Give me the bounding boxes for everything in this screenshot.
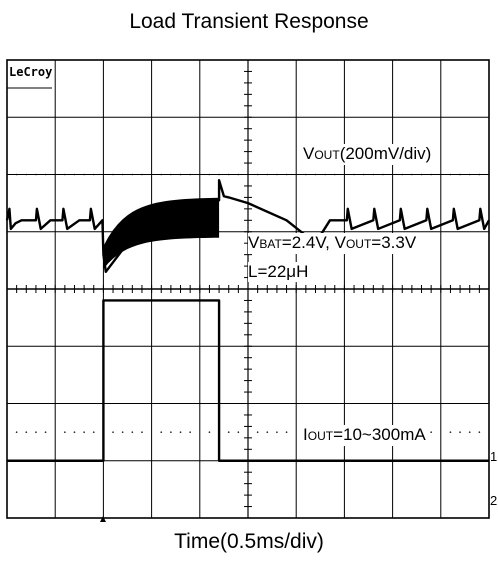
minor-dot <box>420 173 423 176</box>
minor-dot <box>92 431 95 433</box>
minor-dot <box>468 431 471 433</box>
minor-dot <box>25 431 28 433</box>
channel-1-marker: 1 <box>490 449 498 464</box>
minor-dot <box>92 173 95 176</box>
minor-dot <box>353 173 355 176</box>
chart-title: Load Transient Response <box>129 10 369 33</box>
minor-dot <box>333 173 336 176</box>
minor-dot <box>314 173 317 176</box>
minor-dot <box>189 173 191 176</box>
trigger-marker <box>100 516 106 522</box>
minor-dot <box>112 431 114 433</box>
trace-iout <box>7 299 489 462</box>
minor-dot <box>430 431 432 433</box>
minor-dot <box>285 173 288 176</box>
trace-vout <box>5 179 491 274</box>
minor-dot <box>401 173 404 176</box>
minor-dot <box>179 431 182 433</box>
minor-dot <box>276 173 278 176</box>
inductor-label: L=22μH <box>248 262 309 282</box>
iout-label: IOUT=10~300mA <box>303 425 426 446</box>
x-axis-label: Time(0.5ms/div) <box>174 530 324 553</box>
minor-dot <box>121 173 124 176</box>
minor-dot <box>73 431 76 433</box>
minor-dot <box>208 173 211 176</box>
minor-dot <box>266 431 269 433</box>
minor-dot <box>73 173 76 176</box>
minor-dot <box>15 431 18 433</box>
minor-dot <box>64 431 66 433</box>
minor-dot <box>15 173 18 176</box>
brand-label: LeCroy <box>9 65 53 79</box>
center-ticks <box>6 59 490 519</box>
minor-dot <box>305 173 307 176</box>
minor-dot <box>131 431 134 433</box>
minor-dot <box>44 173 47 176</box>
minor-dot <box>449 173 452 176</box>
minor-dot <box>324 173 326 176</box>
minor-dot <box>131 173 134 176</box>
conditions-label: VBAT=2.4V, VOUT=3.3V <box>248 233 417 254</box>
minor-dot <box>64 173 66 176</box>
minor-dot <box>35 431 37 433</box>
minor-dot <box>25 173 28 176</box>
minor-dot <box>266 173 269 176</box>
minor-dot <box>218 173 220 176</box>
minor-dot <box>208 431 211 433</box>
minor-dot <box>285 431 288 433</box>
minor-dot <box>430 173 432 176</box>
minor-dot <box>256 431 259 433</box>
minor-dot <box>227 431 230 433</box>
minor-dot <box>160 173 163 176</box>
minor-dot <box>170 173 172 176</box>
minor-dot <box>179 173 182 176</box>
minor-dot <box>237 173 240 176</box>
minor-dot <box>459 431 461 433</box>
minor-dot <box>237 431 240 433</box>
minor-dot <box>83 173 85 176</box>
minor-dot <box>276 431 278 433</box>
minor-dot <box>256 173 259 176</box>
minor-dot <box>372 173 375 176</box>
minor-dot <box>141 431 143 433</box>
minor-dot <box>44 431 47 433</box>
vout-ripple-band <box>103 197 220 269</box>
minor-dot <box>189 431 191 433</box>
traces <box>5 179 491 462</box>
minor-dot <box>449 431 452 433</box>
channel-2-marker: 2 <box>490 493 498 508</box>
minor-dot <box>83 431 85 433</box>
minor-dot <box>459 173 461 176</box>
minor-dot <box>35 173 37 176</box>
minor-dot <box>160 431 163 433</box>
minor-dot <box>382 173 384 176</box>
minor-dot <box>478 173 481 176</box>
minor-dot <box>141 173 143 176</box>
vout-scale-label: VOUT(200mV/div) <box>303 144 432 165</box>
minor-dot <box>362 173 365 176</box>
minor-dot <box>170 431 172 433</box>
minor-dot <box>112 173 114 176</box>
minor-dot <box>227 173 230 176</box>
minor-dot <box>411 173 413 176</box>
minor-dot <box>468 173 471 176</box>
minor-dot <box>478 431 481 433</box>
minor-dot <box>121 431 124 433</box>
